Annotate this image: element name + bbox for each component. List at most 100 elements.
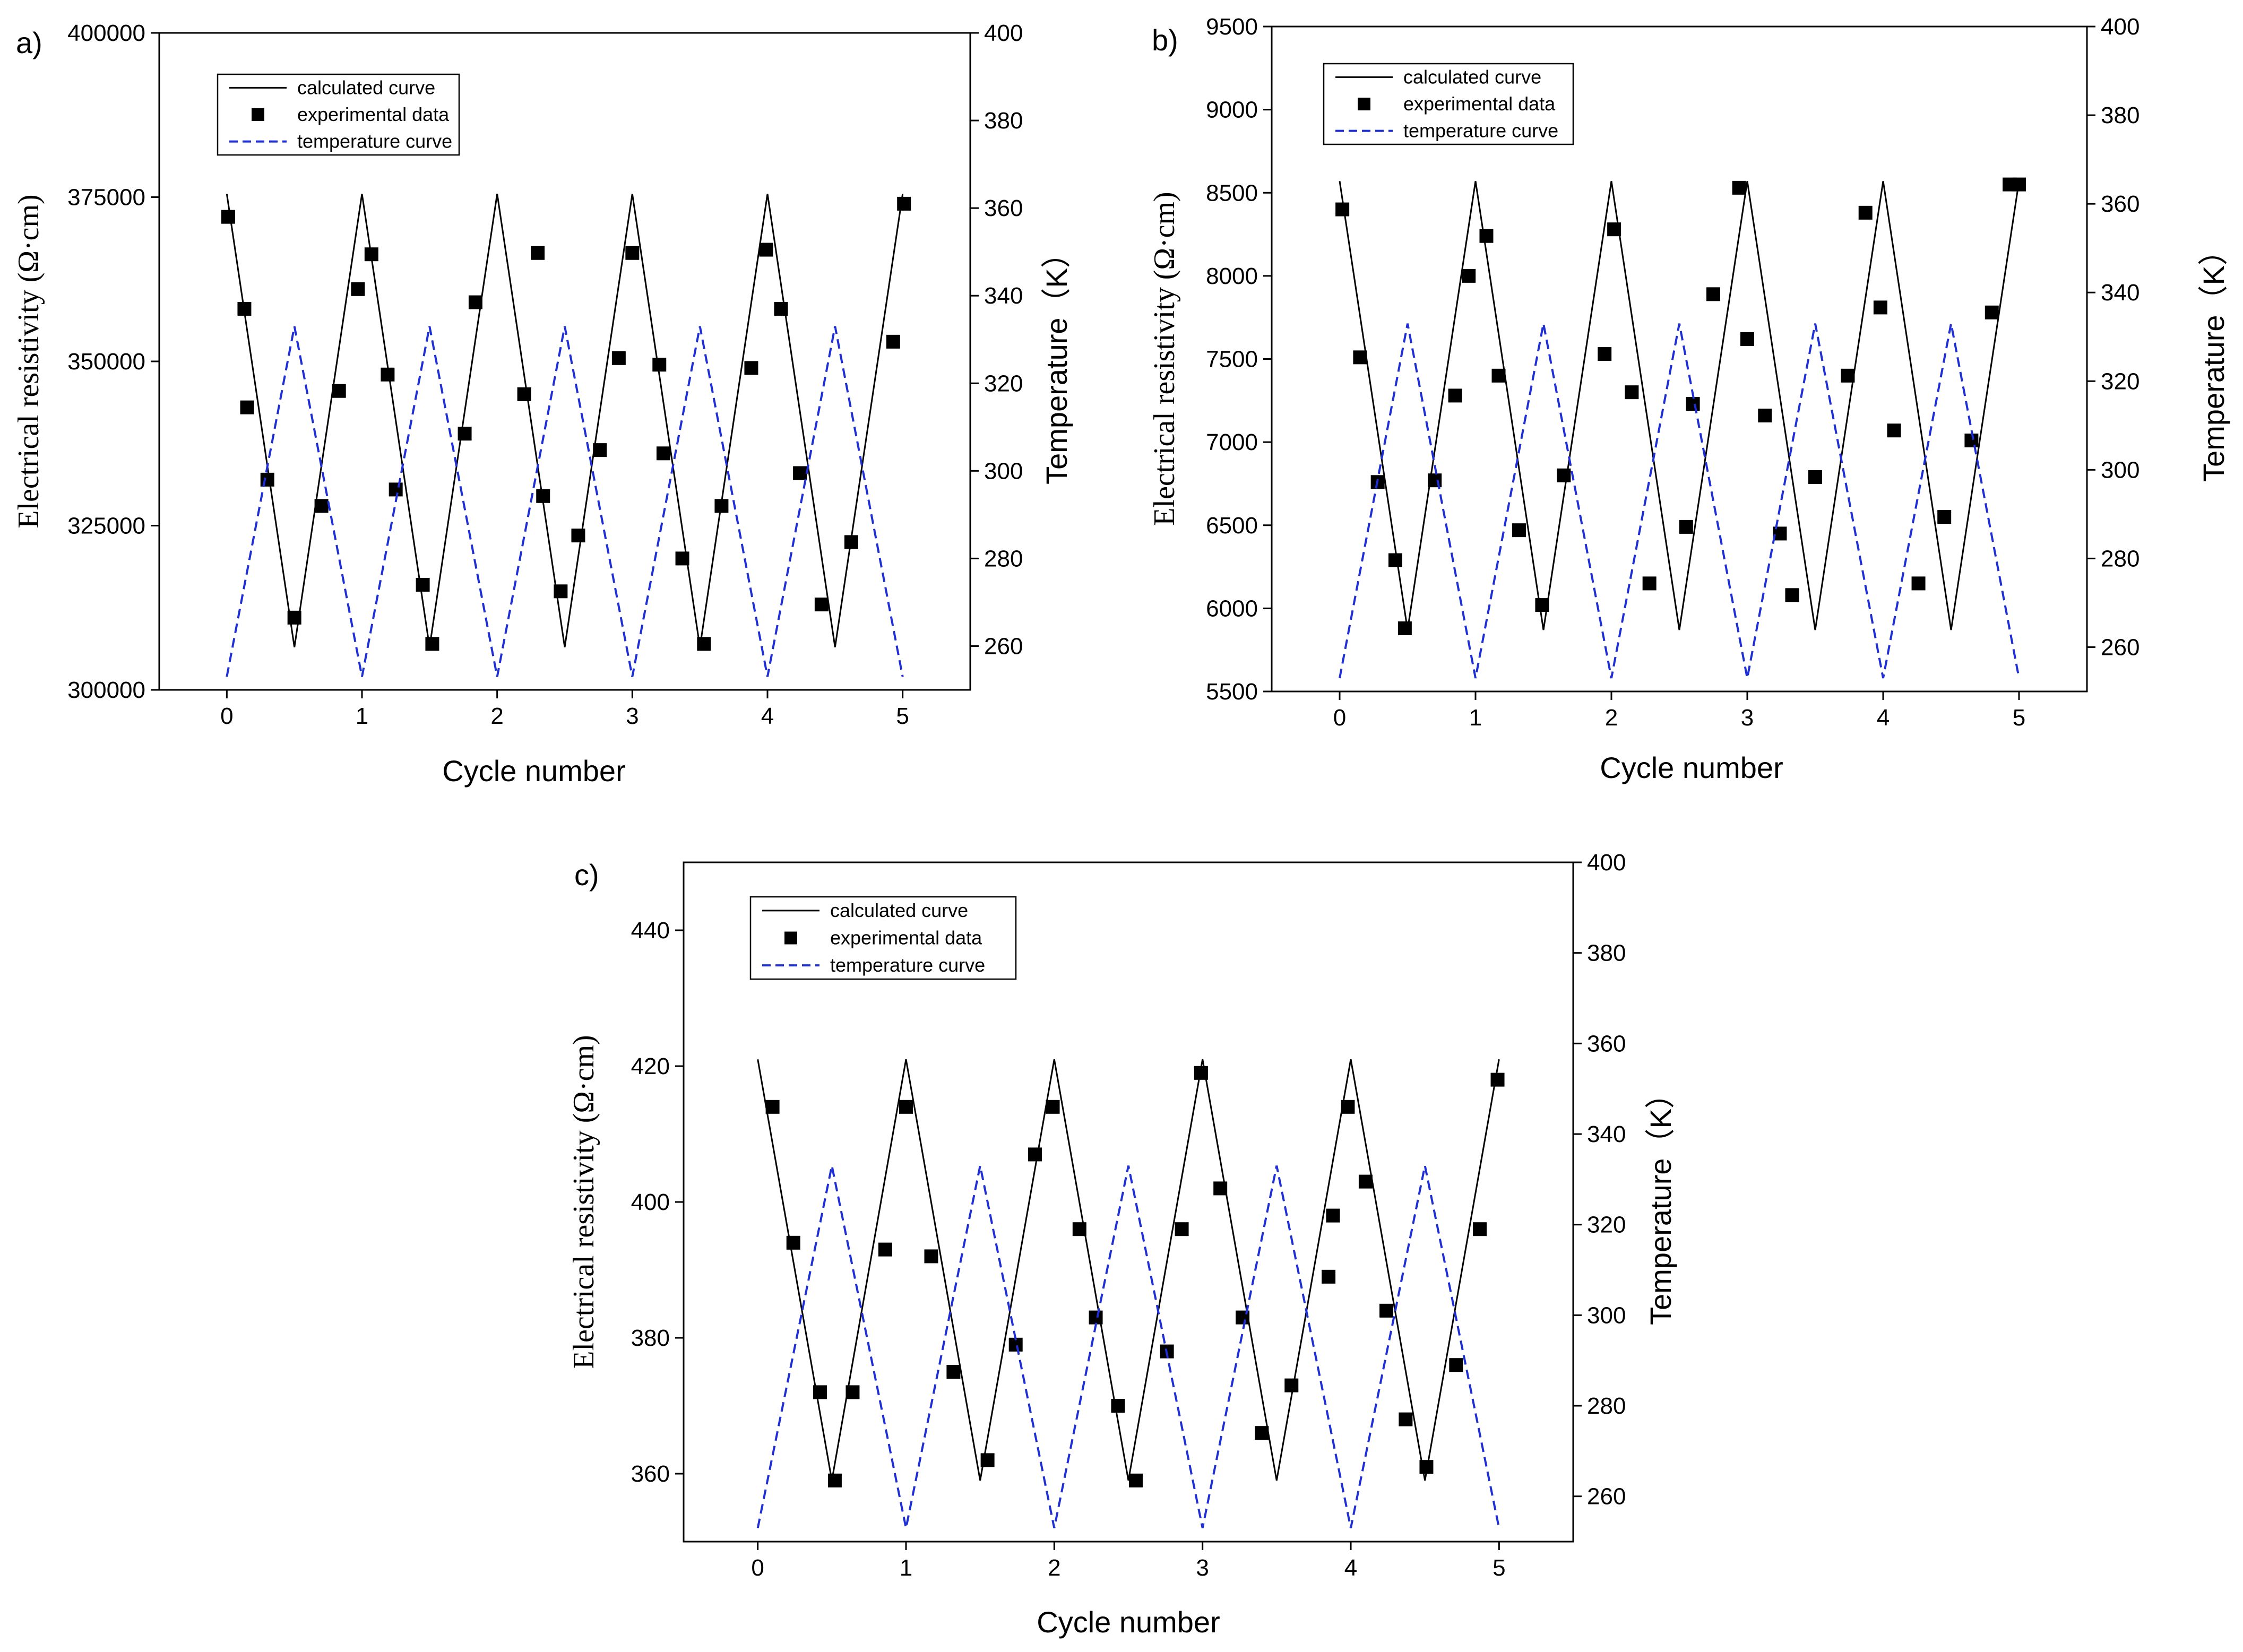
x-tick-label: 0 (751, 1555, 764, 1581)
y-left-tick-label: 360 (631, 1461, 670, 1487)
experimental-data-point (1679, 520, 1693, 534)
experimental-data-point (1873, 300, 1887, 315)
temperature-curve-line (756, 1165, 1500, 1528)
experimental-data-point (611, 351, 626, 365)
experimental-data-point (1758, 409, 1772, 423)
legend-swatch (784, 931, 797, 945)
experimental-data-point (814, 598, 829, 612)
experimental-data-point (827, 1473, 842, 1487)
experimental-data-point (1740, 332, 1754, 346)
y-right-tick-label: 260 (2101, 634, 2140, 660)
series-layer (1335, 177, 2026, 679)
y-left-tick-label: 7500 (1206, 347, 1258, 373)
experimental-data-point (517, 387, 531, 401)
x-tick-label: 2 (490, 703, 503, 729)
y-right-tick-label: 380 (984, 108, 1023, 134)
experimental-data-point (1089, 1310, 1103, 1325)
experimental-data-point (1335, 202, 1350, 217)
x-tick-label: 5 (2013, 705, 2025, 731)
x-tick-label: 1 (356, 703, 368, 729)
x-tick-label: 0 (220, 703, 233, 729)
experimental-data-point (844, 535, 858, 549)
y-right-tick-label: 260 (1587, 1484, 1626, 1510)
y-left-tick-label: 8500 (1206, 180, 1258, 206)
temperature-curve-line (226, 326, 904, 677)
experimental-data-point (846, 1385, 860, 1399)
y-right-tick-label: 360 (2101, 191, 2140, 217)
legend-entry: calculated curve (830, 899, 968, 921)
y-right-tick-label: 340 (1587, 1121, 1626, 1147)
panel-label: c) (574, 858, 599, 892)
experimental-data-point (1535, 598, 1549, 612)
experimental-data-point (897, 196, 911, 211)
experimental-data-point (1785, 588, 1799, 602)
y-right-tick-label: 360 (1587, 1031, 1626, 1057)
experimental-data-point (1462, 269, 1476, 283)
calculated-curve-line (1339, 181, 2020, 630)
experimental-data-point (656, 446, 670, 461)
experimental-data-point (2012, 177, 2026, 192)
experimental-data-point (332, 384, 346, 398)
legend-entry: temperature curve (830, 954, 985, 976)
experimental-data-point (1607, 222, 1621, 237)
y-right-tick-label: 400 (1587, 850, 1626, 876)
x-tick-label: 5 (896, 703, 909, 729)
experimental-data-point (1937, 510, 1952, 524)
experimental-data-point (1353, 350, 1367, 365)
y-left-tick-label: 7000 (1206, 429, 1258, 455)
y-axis-label-left: Electrical resistivity (Ω·cm) (12, 194, 45, 528)
experimental-data-point (314, 499, 329, 513)
experimental-data-point (1388, 553, 1402, 567)
y-left-tick-label: 400000 (67, 20, 145, 46)
experimental-data-point (364, 247, 378, 262)
y-left-tick-label: 5500 (1206, 679, 1258, 705)
experimental-data-point (1491, 368, 1506, 383)
experimental-data-point (1397, 621, 1412, 635)
panel-label: a) (16, 26, 42, 59)
experimental-data-point (1964, 433, 1979, 447)
x-tick-label: 4 (1877, 705, 1890, 731)
tick-layer: 0 1 2 3 4 5 360 380 400 420 440 260 280 300 320 340 360 3… (631, 850, 1626, 1581)
experimental-data-point (765, 1100, 780, 1114)
experimental-data-point (714, 499, 729, 513)
experimental-data-point (1341, 1100, 1355, 1114)
experimental-data-series (765, 1066, 1505, 1487)
experimental-data-point (1284, 1378, 1299, 1392)
x-tick-label: 3 (1196, 1555, 1209, 1581)
tick-layer: 0 1 2 3 4 5 5500 6000 6500 7000 7500 8000 8500 9000 95… (1206, 14, 2140, 731)
x-axis-label: Cycle number (1037, 1605, 1220, 1639)
experimental-data-point (813, 1385, 827, 1399)
experimental-data-point (1858, 205, 1873, 220)
y-right-tick-label: 280 (984, 546, 1023, 572)
experimental-data-point (221, 210, 235, 224)
experimental-data-point (1128, 1473, 1143, 1487)
experimental-data-point (1448, 388, 1462, 403)
experimental-data-point (1887, 423, 1901, 438)
y-right-tick-label: 300 (984, 458, 1023, 484)
experimental-data-point (697, 637, 711, 651)
x-tick-label: 1 (1469, 705, 1482, 731)
y-right-tick-label: 320 (1587, 1212, 1626, 1238)
y-left-tick-label: 6500 (1206, 513, 1258, 539)
temperature-curve-line (1339, 323, 2020, 679)
series-layer (221, 194, 911, 677)
y-right-tick-label: 340 (2101, 280, 2140, 306)
legend: calculated curve experimental data tempera… (749, 896, 1017, 980)
experimental-data-series (1335, 177, 2026, 635)
legend-swatch (252, 108, 264, 121)
experimental-data-point (1028, 1147, 1042, 1162)
experimental-data-point (1642, 576, 1657, 591)
legend-entry: experimental data (1403, 93, 1556, 115)
legend-entry: temperature curve (297, 131, 452, 152)
panel-label: b) (1152, 23, 1178, 57)
experimental-data-point (458, 427, 472, 441)
experimental-data-point (652, 358, 667, 372)
experimental-data-point (1072, 1222, 1086, 1236)
experimental-data-point (593, 443, 607, 457)
experimental-data-point (416, 577, 430, 592)
panel-c: 0 1 2 3 4 5 360 380 400 420 440 260 280 300 320 340 360 3… (567, 850, 1677, 1639)
experimental-data-point (1490, 1072, 1505, 1087)
y-right-tick-label: 280 (2101, 546, 2140, 572)
x-tick-label: 0 (1333, 705, 1346, 731)
experimental-data-point (899, 1100, 913, 1114)
